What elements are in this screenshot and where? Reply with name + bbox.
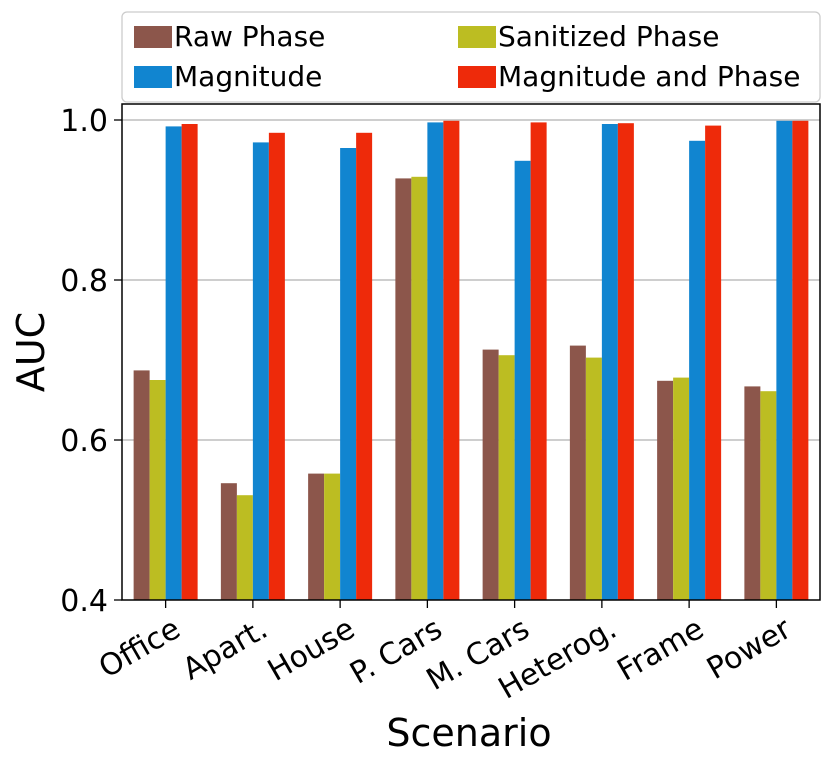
legend-box [121, 11, 821, 103]
x-tick-label-office: Office [93, 611, 186, 685]
bar-raw-phase-power [744, 386, 761, 600]
legend-swatch-magnitude-and-phase [458, 66, 496, 88]
bar-magnitude-apart [252, 142, 269, 600]
bar-sanitized-phase-office [149, 380, 166, 600]
bar-sanitized-phase-heterog [585, 357, 602, 600]
legend-label-sanitized-phase: Sanitized Phase [498, 20, 719, 53]
y-tick-label: 0.6 [60, 424, 108, 459]
bar-magnitude-office [165, 126, 182, 601]
bar-magnitude-and-phase-power [792, 120, 809, 601]
bar-magnitude-and-phase-office [181, 124, 198, 600]
y-tick-label: 0.4 [60, 584, 108, 619]
bar-sanitized-phase-m-cars [498, 355, 515, 600]
bar-raw-phase-house [308, 473, 325, 600]
bar-raw-phase-p-cars [395, 178, 412, 600]
x-tick-label-frame: Frame [611, 611, 709, 688]
bar-magnitude-and-phase-p-cars [443, 120, 460, 601]
y-axis-label: AUC [9, 312, 53, 392]
bar-sanitized-phase-power [760, 391, 777, 600]
bar-sanitized-phase-p-cars [411, 176, 428, 601]
bar-magnitude-and-phase-m-cars [530, 122, 547, 601]
x-tick-label-apart: Apart. [177, 611, 274, 687]
bar-raw-phase-frame [657, 380, 674, 600]
legend-swatch-sanitized-phase [458, 26, 496, 48]
legend-swatch-raw-phase [134, 26, 172, 48]
bar-sanitized-phase-apart [236, 495, 253, 600]
legend-swatch-magnitude [134, 66, 172, 88]
y-axis: 0.4 0.6 0.8 1.0 [60, 104, 122, 619]
bar-magnitude-and-phase-house [356, 132, 373, 601]
bar-raw-phase-office [133, 370, 150, 600]
bar-magnitude-frame [689, 140, 706, 601]
y-tick-label: 1.0 [60, 104, 108, 139]
bar-raw-phase-heterog [569, 345, 586, 600]
legend-label-magnitude: Magnitude [174, 60, 322, 93]
bar-magnitude-m-cars [514, 160, 531, 601]
plot-frame [121, 103, 821, 601]
bar-magnitude-p-cars [427, 122, 444, 601]
y-tick-label: 0.8 [60, 264, 108, 299]
bar-magnitude-heterog [601, 124, 618, 600]
legend-label-magnitude-and-phase: Magnitude and Phase [498, 60, 800, 93]
x-axis-label: Scenario [386, 711, 551, 755]
bar-magnitude-and-phase-frame [705, 125, 722, 600]
bar-raw-phase-m-cars [482, 349, 499, 600]
bar-magnitude-power [776, 120, 793, 601]
bars [133, 120, 809, 601]
bar-raw-phase-apart [220, 483, 237, 600]
legend-label-raw-phase: Raw Phase [174, 20, 325, 53]
bar-magnitude-house [340, 148, 357, 600]
x-tick-label-house: House [262, 611, 361, 688]
bar-magnitude-and-phase-heterog [617, 123, 634, 600]
x-tick-label-power: Power [701, 611, 798, 687]
bar-magnitude-and-phase-apart [268, 132, 285, 601]
legend: Raw Phase Sanitized Phase Magnitude Magnitu… [121, 11, 821, 103]
bar-sanitized-phase-frame [673, 377, 690, 600]
bar-sanitized-phase-house [324, 473, 341, 600]
